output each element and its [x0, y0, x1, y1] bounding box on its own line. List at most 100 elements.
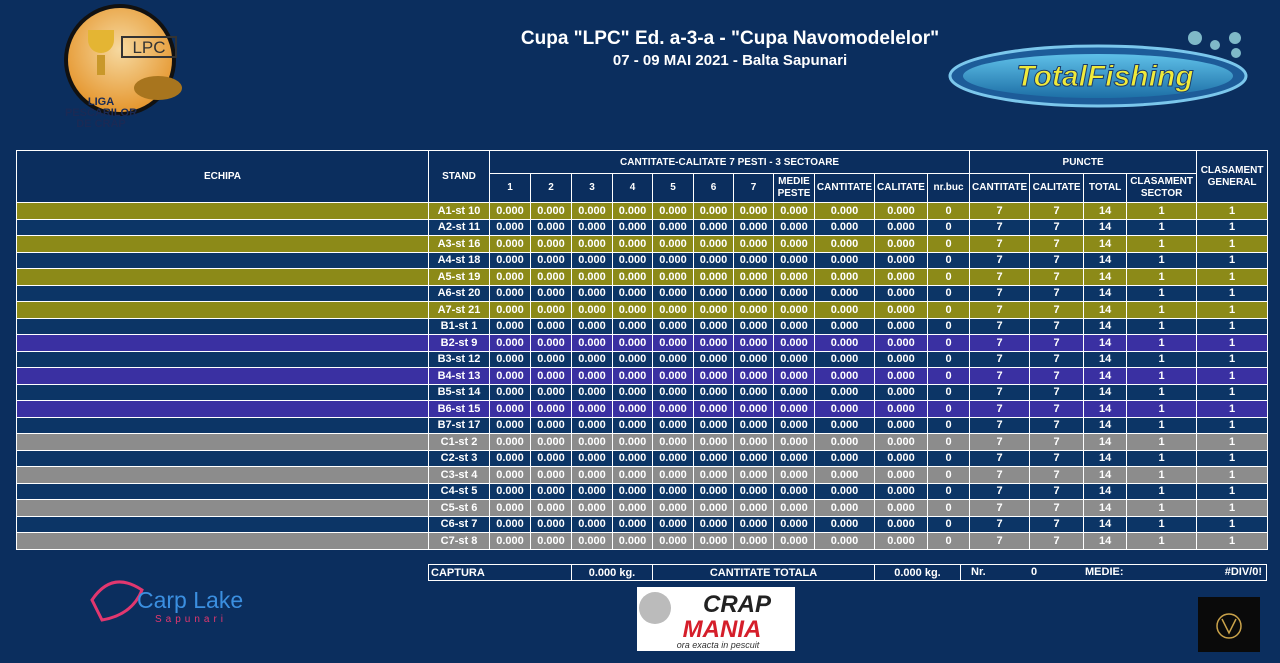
- value-cell: 0.000: [652, 268, 694, 286]
- stand-cell: A7-st 21: [428, 301, 490, 319]
- value-cell: 0.000: [612, 251, 653, 269]
- value-cell: 0.000: [693, 449, 734, 467]
- data-row: B4-st 13 0.000 0.000 0.000 0.000 0.000 0.000 0.…: [16, 367, 1269, 385]
- value-cell: 0.000: [489, 202, 531, 220]
- value-cell: 0.000: [733, 532, 774, 550]
- team-cell: [16, 251, 429, 269]
- value-cell: 0.000: [652, 284, 694, 302]
- value-cell: 0.000: [814, 532, 875, 550]
- ball: [639, 592, 671, 624]
- value-cell: 0.000: [814, 449, 875, 467]
- value-cell: 0.000: [874, 268, 928, 286]
- value-cell: 0.000: [571, 350, 613, 368]
- value-cell: 0.000: [489, 284, 531, 302]
- value-cell: 0.000: [874, 466, 928, 484]
- summary-cell: CANTITATE TOTALA: [652, 564, 875, 581]
- value-cell: 7: [969, 218, 1031, 236]
- value-cell: 0.000: [814, 284, 875, 302]
- value-cell: 0.000: [530, 482, 572, 500]
- value-cell: 0.000: [814, 466, 875, 484]
- value-cell: 7: [1029, 515, 1085, 533]
- value-cell: 0.000: [571, 532, 613, 550]
- value-cell: 1: [1196, 301, 1269, 319]
- value-cell: 0: [926, 202, 971, 220]
- value-cell: 0.000: [874, 383, 928, 401]
- nr-label: Nr.: [971, 566, 986, 578]
- value-cell: 0.000: [530, 383, 572, 401]
- value-cell: 0.000: [571, 400, 613, 418]
- value-cell: 0.000: [530, 235, 572, 253]
- value-cell: 1: [1196, 400, 1269, 418]
- value-cell: 0.000: [571, 499, 613, 517]
- value-cell: 1: [1196, 334, 1269, 352]
- value-cell: 0.000: [571, 466, 613, 484]
- header-cell: CALITATE: [1029, 173, 1085, 203]
- value-cell: 0: [926, 466, 971, 484]
- value-cell: 1: [1196, 218, 1269, 236]
- dark-logo: [1198, 597, 1260, 652]
- value-cell: 0.000: [489, 268, 531, 286]
- value-cell: 0.000: [612, 515, 653, 533]
- value-cell: 1: [1196, 383, 1269, 401]
- value-cell: 0.000: [733, 218, 774, 236]
- value-cell: 0.000: [652, 499, 694, 517]
- stand-cell: B5-st 14: [428, 383, 490, 401]
- value-cell: 0.000: [814, 400, 875, 418]
- value-cell: 0.000: [773, 532, 815, 550]
- value-cell: 7: [969, 202, 1031, 220]
- value-cell: 7: [1029, 400, 1085, 418]
- tf-inner: [963, 54, 1233, 98]
- value-cell: 0.000: [489, 367, 531, 385]
- value-cell: 0.000: [612, 532, 653, 550]
- value-cell: 0.000: [571, 416, 613, 434]
- value-cell: 0.000: [773, 383, 815, 401]
- cup: [88, 30, 114, 53]
- value-cell: 0.000: [733, 350, 774, 368]
- value-cell: 14: [1083, 284, 1128, 302]
- value-cell: 7: [969, 416, 1031, 434]
- value-cell: 0.000: [773, 400, 815, 418]
- value-cell: 0.000: [874, 235, 928, 253]
- value-cell: 0: [926, 367, 971, 385]
- value-cell: 0.000: [571, 383, 613, 401]
- value-cell: 0.000: [571, 449, 613, 467]
- value-cell: 7: [1029, 482, 1085, 500]
- header-cell: PUNCTE: [969, 150, 1198, 174]
- value-cell: 0.000: [733, 433, 774, 451]
- value-cell: 0.000: [733, 515, 774, 533]
- value-cell: 1: [1196, 532, 1269, 550]
- value-cell: 7: [1029, 532, 1085, 550]
- value-cell: 0.000: [693, 416, 734, 434]
- value-cell: 7: [969, 268, 1031, 286]
- value-cell: 0.000: [693, 482, 734, 500]
- bubble: [1210, 40, 1220, 50]
- value-cell: 7: [969, 251, 1031, 269]
- data-row: B3-st 12 0.000 0.000 0.000 0.000 0.000 0.000 0.…: [16, 350, 1269, 368]
- value-cell: 0.000: [530, 284, 572, 302]
- stand-cell: B2-st 9: [428, 334, 490, 352]
- value-cell: 14: [1083, 202, 1128, 220]
- value-cell: 0.000: [530, 433, 572, 451]
- value-cell: 0.000: [530, 218, 572, 236]
- value-cell: 0.000: [530, 301, 572, 319]
- value-cell: 1: [1126, 235, 1198, 253]
- value-cell: 0: [926, 268, 971, 286]
- lpc-text: LPC: [132, 38, 165, 57]
- stand-cell: B6-st 15: [428, 400, 490, 418]
- value-cell: 7: [1029, 334, 1085, 352]
- value-cell: 1: [1196, 416, 1269, 434]
- value-cell: 7: [969, 482, 1031, 500]
- header-cell: nr.buc: [926, 173, 971, 203]
- value-cell: 0.000: [693, 367, 734, 385]
- value-cell: 0: [926, 317, 971, 335]
- value-cell: 0.000: [612, 383, 653, 401]
- header-cell: MEDIE PESTE: [773, 173, 815, 203]
- value-cell: 0.000: [773, 466, 815, 484]
- stand-cell: C4-st 5: [428, 482, 490, 500]
- value-cell: 0.000: [652, 400, 694, 418]
- value-cell: 0.000: [874, 499, 928, 517]
- stand-cell: A4-st 18: [428, 251, 490, 269]
- value-cell: 0.000: [612, 284, 653, 302]
- value-cell: 0.000: [773, 251, 815, 269]
- value-cell: 7: [1029, 383, 1085, 401]
